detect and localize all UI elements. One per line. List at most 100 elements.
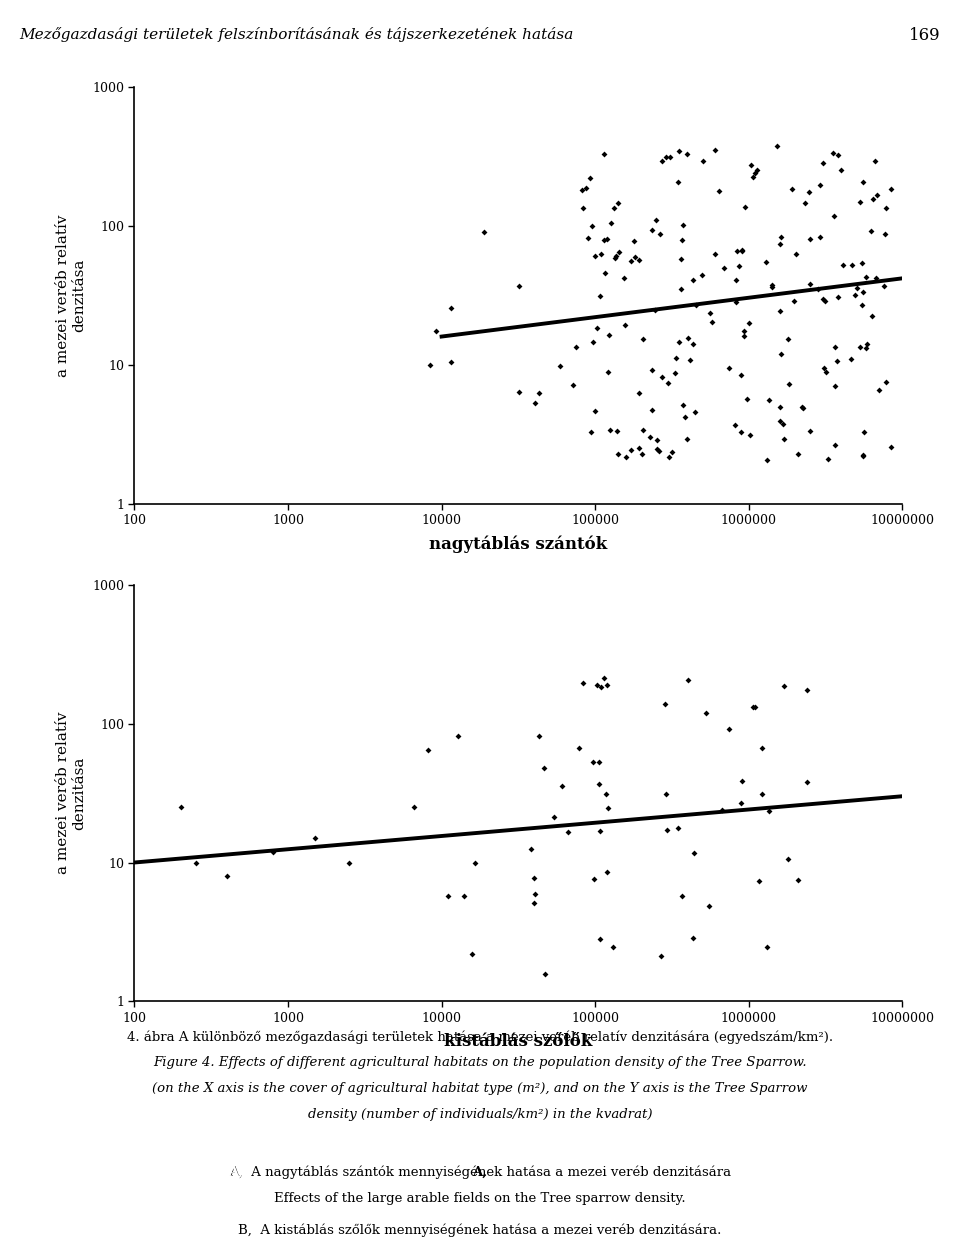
Point	[612, 241, 627, 261]
Point	[854, 295, 870, 315]
Point	[588, 318, 604, 338]
Point	[632, 383, 647, 403]
Point	[602, 419, 617, 439]
Point	[830, 287, 846, 307]
Point	[826, 207, 841, 226]
Point	[600, 797, 615, 817]
Point	[440, 886, 455, 906]
Point	[565, 376, 581, 396]
Point	[586, 868, 601, 888]
Point	[681, 671, 696, 690]
Point	[776, 429, 791, 449]
Point	[803, 274, 818, 294]
Point	[578, 178, 593, 198]
Point	[531, 726, 546, 746]
Point	[798, 193, 813, 213]
Point	[803, 229, 818, 249]
Point	[653, 947, 668, 967]
Point	[844, 348, 859, 368]
Point	[721, 358, 736, 378]
Point	[593, 677, 609, 697]
Point	[668, 348, 684, 368]
Point	[685, 270, 701, 290]
Point	[596, 668, 612, 688]
Point	[812, 228, 828, 248]
Point	[828, 376, 843, 396]
Point	[670, 819, 685, 838]
Point	[777, 677, 792, 697]
Point	[799, 771, 814, 791]
Point	[788, 244, 804, 264]
Point	[876, 276, 891, 296]
Point	[527, 883, 542, 903]
Point	[464, 944, 479, 964]
Point	[467, 853, 482, 873]
Point	[599, 229, 614, 249]
Point	[708, 141, 723, 160]
Point	[741, 313, 756, 333]
Point	[853, 253, 869, 272]
Point	[585, 216, 600, 236]
Point	[780, 328, 796, 348]
Point	[694, 265, 709, 285]
X-axis label: kistáblás szőlők: kistáblás szőlők	[444, 1034, 592, 1050]
Point	[592, 929, 608, 949]
Point	[555, 776, 570, 796]
Point	[586, 332, 601, 352]
Point	[589, 674, 605, 694]
Point	[611, 444, 626, 464]
Point	[608, 249, 623, 269]
Text: A,: A,	[228, 1166, 243, 1179]
Point	[852, 337, 868, 357]
Point	[772, 412, 787, 432]
Point	[642, 427, 658, 447]
Point	[188, 852, 204, 872]
Point	[581, 228, 596, 248]
Point	[795, 398, 810, 418]
Point	[794, 397, 809, 417]
Point	[574, 180, 589, 200]
Point	[528, 393, 543, 413]
Point	[588, 401, 603, 420]
Point	[675, 396, 690, 415]
Point	[532, 383, 547, 403]
Point	[827, 435, 842, 455]
Point	[649, 430, 664, 450]
Point	[654, 367, 669, 387]
Point	[856, 422, 872, 442]
Point	[730, 241, 745, 261]
Point	[623, 440, 638, 460]
Point	[511, 382, 526, 402]
Point	[733, 366, 749, 386]
Point	[600, 862, 615, 882]
Point	[607, 198, 622, 218]
Point	[659, 784, 674, 804]
Point	[722, 719, 737, 739]
Point	[173, 797, 188, 817]
Text: Effects of the large arable fields on the Tree sparrow density.: Effects of the large arable fields on th…	[275, 1192, 685, 1205]
Point	[816, 153, 831, 173]
Point	[537, 758, 552, 778]
Point	[659, 821, 674, 841]
Point	[864, 306, 879, 326]
Point	[876, 224, 892, 244]
Y-axis label: a mezei veréb relatív
denzitása: a mezei veréb relatív denzitása	[57, 214, 86, 377]
Point	[648, 210, 663, 230]
Point	[596, 230, 612, 250]
Point	[878, 198, 894, 218]
Point	[677, 407, 692, 427]
Point	[422, 356, 438, 376]
Point	[711, 180, 727, 200]
Point	[847, 285, 862, 305]
Point	[537, 964, 552, 984]
Point	[596, 144, 612, 164]
Point	[859, 338, 875, 358]
Point	[662, 147, 678, 167]
Point	[575, 198, 590, 218]
Point	[781, 374, 797, 394]
Point	[652, 224, 667, 244]
Point	[420, 740, 436, 760]
Point	[786, 291, 802, 311]
Point	[816, 358, 831, 378]
Point	[748, 697, 763, 717]
